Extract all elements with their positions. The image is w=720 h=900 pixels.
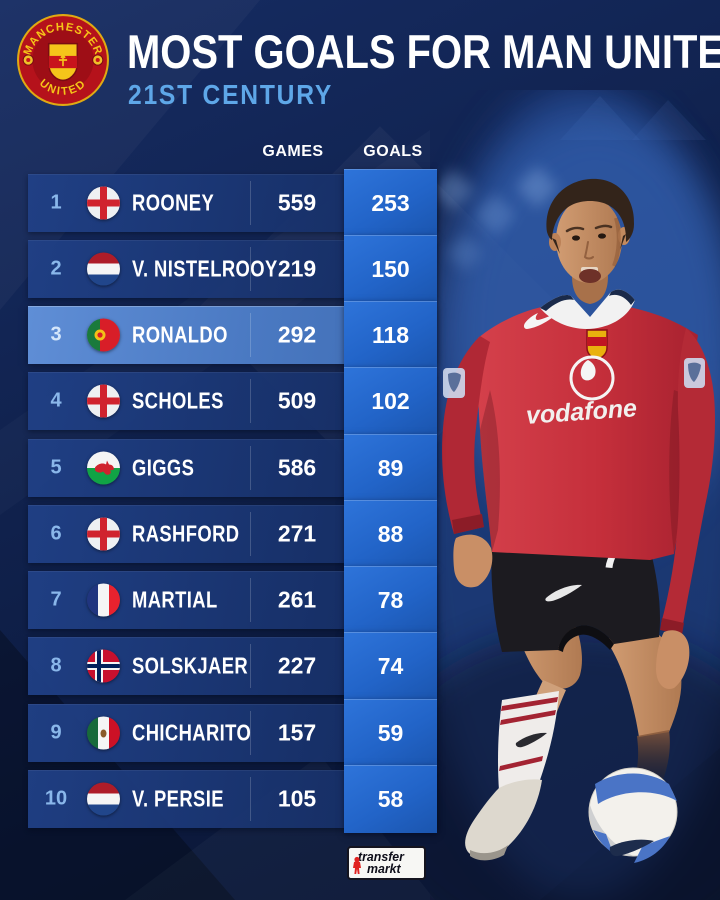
player-name: RONALDO (132, 321, 228, 348)
flag-portugal-icon (87, 318, 120, 352)
flag-netherlands-icon (87, 782, 120, 816)
player-name: ROONEY (132, 189, 215, 216)
boot (465, 779, 542, 861)
games-value: 219 (277, 255, 317, 282)
player-name: GIGGS (132, 454, 195, 481)
flag-england-icon (87, 186, 120, 220)
flag-norway-icon (87, 649, 120, 683)
sock (498, 691, 559, 791)
goals-badge: 78 (344, 566, 437, 634)
rank-label: 7 (50, 588, 62, 611)
transfermarkt-logo-line2: markt (367, 861, 401, 876)
goals-badge: 150 (344, 235, 437, 303)
player-name: SOLSKJAER (132, 652, 249, 679)
football (588, 767, 678, 863)
flag-france-icon (87, 583, 120, 617)
flag-wales-icon (87, 451, 120, 485)
rank-label: 10 (44, 787, 68, 810)
hair (546, 178, 635, 242)
player-name: MARTIAL (132, 586, 218, 613)
goals-badge: 118 (344, 301, 437, 369)
flag-netherlands-icon (87, 252, 120, 286)
column-header-games: GAMES (262, 143, 324, 160)
page-subtitle: 21ST CENTURY (128, 79, 334, 110)
games-value: 271 (277, 520, 317, 547)
rank-label: 4 (50, 389, 62, 412)
player-name: SCHOLES (132, 387, 224, 414)
games-value: 261 (277, 586, 317, 613)
rank-label: 9 (50, 721, 62, 744)
rank-label: 3 (50, 323, 62, 346)
table-row: 7 MARTIAL 261 78 (28, 566, 437, 634)
player-photo: 7 vodafone (430, 90, 720, 900)
goals-badge: 89 (344, 434, 437, 502)
transfermarkt-mascot-icon (353, 856, 361, 874)
table-row: 4 SCHOLES 509 102 (28, 367, 437, 435)
goals-badge: 59 (344, 699, 437, 767)
player-name: V. NISTELROOY (132, 255, 278, 282)
page-title: MOST GOALS FOR MAN UNITED (127, 25, 720, 78)
flag-mexico-icon (87, 716, 120, 750)
table-row: 6 RASHFORD 271 88 (28, 500, 437, 568)
games-value: 292 (277, 321, 317, 348)
table-row: 1 ROONEY 559 253 (28, 169, 437, 237)
rank-label: 5 (50, 456, 62, 479)
games-value: 105 (277, 785, 317, 812)
table-row: 10 V. PERSIE 105 58 (28, 765, 437, 833)
rank-label: 2 (50, 257, 62, 280)
table-row-highlighted: 3 RONALDO 292 118 (28, 301, 437, 369)
nike-swoosh-icon (523, 313, 558, 329)
player-name: RASHFORD (132, 520, 240, 547)
goals-badge: 58 (344, 765, 437, 833)
goals-badge: 102 (344, 367, 437, 435)
games-value: 509 (277, 387, 317, 414)
rank-label: 1 (50, 191, 62, 214)
player-name: CHICHARITO (132, 719, 252, 746)
table-row: 5 GIGGS 586 89 (28, 434, 437, 502)
table-row: 8 SOLSKJAER 227 74 (28, 632, 437, 700)
games-value: 559 (277, 189, 317, 216)
player-name: V. PERSIE (132, 785, 224, 812)
table-row: 2 V. NISTELROOY 219 150 (28, 235, 437, 303)
games-value: 586 (277, 454, 317, 481)
rank-label: 8 (50, 654, 62, 677)
flag-england-icon (87, 384, 120, 418)
goals-badge: 74 (344, 632, 437, 700)
manchester-united-crest-icon: MANCHESTER UNITED (17, 14, 109, 106)
flag-england-icon (87, 517, 120, 551)
games-value: 227 (277, 652, 317, 679)
goals-badge: 88 (344, 500, 437, 568)
transfermarkt-logo: transfer markt (347, 846, 426, 880)
club-crest-chest-icon (586, 329, 608, 360)
games-value: 157 (277, 719, 317, 746)
rank-label: 6 (50, 522, 62, 545)
transfermarkt-logo-line1: transfer (358, 849, 405, 864)
goals-badge: 253 (344, 169, 437, 237)
sponsor-logo: vodafone (525, 355, 638, 430)
column-header-goals: GOALS (363, 143, 423, 160)
table-row: 9 CHICHARITO 157 59 (28, 699, 437, 767)
